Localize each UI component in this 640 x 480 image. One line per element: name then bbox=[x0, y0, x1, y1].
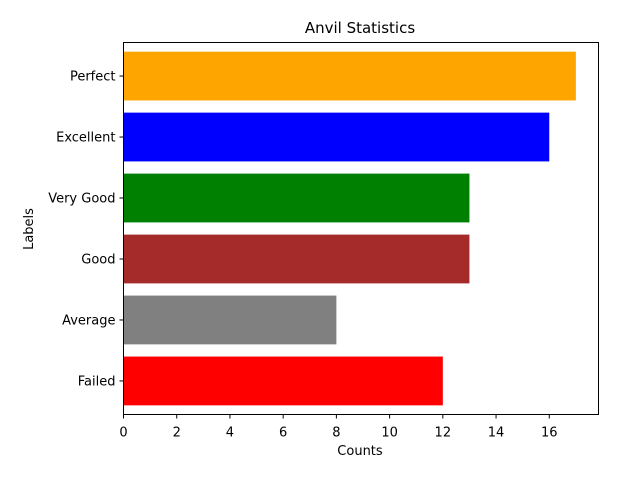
y-tick-label-average: Average bbox=[62, 313, 115, 328]
bars-group bbox=[123, 51, 576, 406]
bar-perfect bbox=[123, 51, 576, 101]
y-tick-label-very-good: Very Good bbox=[48, 192, 115, 207]
x-axis-label: Counts bbox=[337, 444, 383, 459]
x-tick-label: 16 bbox=[541, 426, 558, 441]
bar-very-good bbox=[123, 173, 470, 223]
bar-average bbox=[123, 295, 337, 345]
bar-excellent bbox=[123, 112, 550, 162]
x-tick-label: 2 bbox=[173, 426, 181, 441]
y-tick-label-excellent: Excellent bbox=[56, 131, 115, 146]
chart-title: Anvil Statistics bbox=[305, 19, 416, 37]
y-tick-label-perfect: Perfect bbox=[70, 70, 116, 85]
x-tick-label: 14 bbox=[488, 426, 505, 441]
y-tick-label-failed: Failed bbox=[78, 374, 116, 389]
plot-area-frame bbox=[123, 42, 599, 415]
y-axis-ticks: Failed Average Good Very Good Excellent Perfe… bbox=[48, 70, 124, 389]
y-tick-label-good: Good bbox=[81, 252, 115, 267]
x-tick-label: 6 bbox=[279, 426, 287, 441]
bar-failed bbox=[123, 356, 443, 406]
y-axis-label: Labels bbox=[22, 208, 37, 250]
x-tick-label: 10 bbox=[381, 426, 398, 441]
x-tick-label: 4 bbox=[226, 426, 234, 441]
x-tick-label: 12 bbox=[435, 426, 452, 441]
bar-good bbox=[123, 234, 470, 284]
x-tick-label: 8 bbox=[332, 426, 340, 441]
x-axis-ticks: 0 2 4 6 8 10 12 14 16 bbox=[119, 414, 558, 441]
x-tick-label: 0 bbox=[119, 426, 127, 441]
